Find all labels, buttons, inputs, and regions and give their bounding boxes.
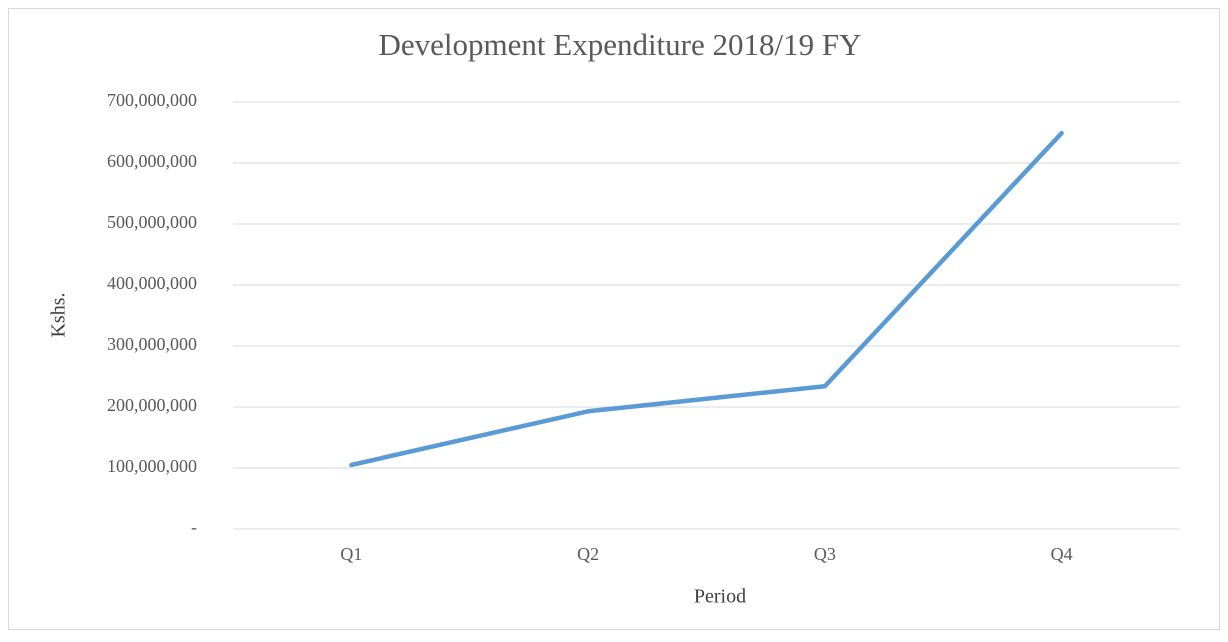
y-tick-label: 500,000,000 (107, 212, 197, 232)
x-tick-label: Q2 (577, 544, 599, 564)
x-tick-label: Q3 (814, 544, 836, 564)
chart-frame (8, 8, 1220, 630)
y-tick-label: - (191, 517, 197, 537)
data-line (349, 130, 1064, 468)
y-axis-title: Kshs. (48, 292, 70, 337)
y-tick-label: 700,000,000 (107, 90, 197, 110)
x-tick-label: Q4 (1051, 544, 1073, 564)
chart-title: Development Expenditure 2018/19 FY (379, 27, 862, 62)
y-tick-label: 400,000,000 (107, 273, 197, 293)
x-axis-title: Period (694, 586, 746, 608)
y-tick-label: 200,000,000 (107, 395, 197, 415)
y-tick-label: 600,000,000 (107, 151, 197, 171)
x-tick-label: Q1 (340, 544, 362, 564)
y-tick-label: 100,000,000 (107, 456, 197, 476)
y-tick-label: 300,000,000 (107, 334, 197, 354)
